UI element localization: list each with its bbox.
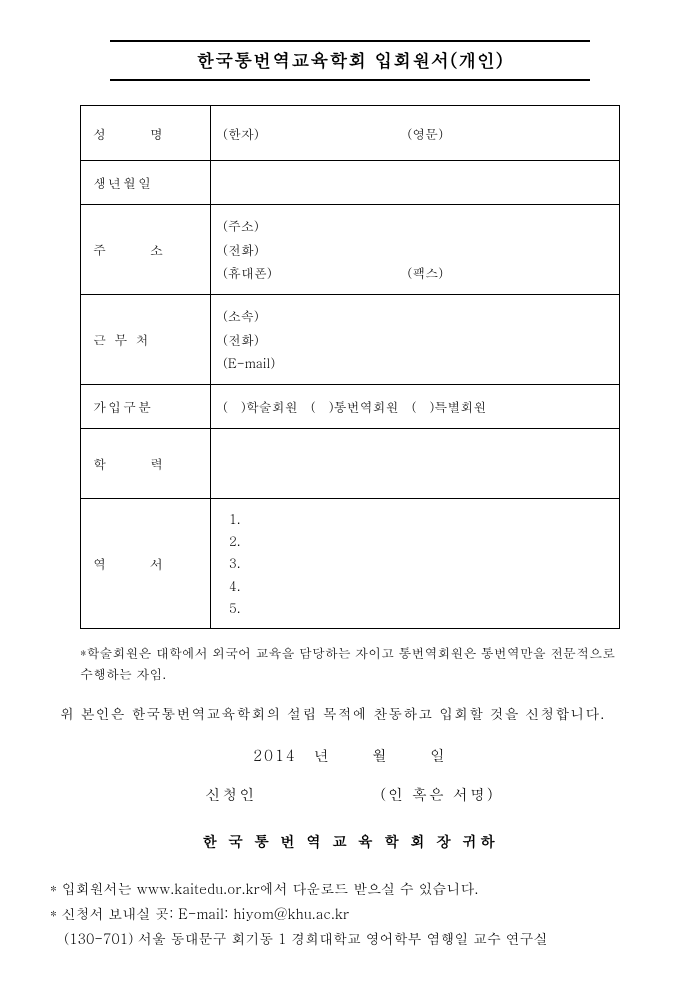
label-birth: 생년월일 [81, 161, 211, 205]
signer-label: 신청인 [205, 784, 256, 805]
address-tel: (전화) [223, 238, 607, 261]
field-work: (소속) (전화) (E-mail) [211, 295, 620, 385]
field-name: (한자) (영문) [211, 106, 620, 161]
note-text: 학술회원은 대학에서 외국어 교육을 담당하는 자이고 통번역회원은 통번역만을… [80, 643, 615, 683]
document-title: 한국통번역교육학회 입회원서(개인) [110, 48, 590, 73]
footer-block: * 입회원서는 www.kaitedu.or.kr에서 다운로드 받으실 수 있… [50, 876, 650, 952]
application-form-table: 성 명 (한자) (영문) 생년월일 주 소 (주소) (전화) (휴대폰) (… [80, 105, 620, 629]
name-english: (영문) [407, 124, 443, 143]
address-mobile: (휴대폰) [223, 261, 403, 284]
field-birth [211, 161, 620, 205]
work-org: (소속) [223, 304, 607, 327]
title-bar: 한국통번역교육학회 입회원서(개인) [110, 40, 590, 81]
career-item: 3. [229, 552, 607, 574]
career-item: 5. [229, 597, 607, 619]
field-education [211, 429, 620, 499]
work-email: (E-mail) [223, 351, 607, 374]
addressee: 한 국 통 번 역 교 육 학 회 장 귀하 [50, 831, 650, 852]
name-hanja: (한자) [223, 124, 403, 143]
career-item: 4. [229, 575, 607, 597]
label-work: 근 무 처 [81, 295, 211, 385]
career-item: 2. [229, 530, 607, 552]
footer-line-3: (130-701) 서울 동대문구 회기동 1 경희대학교 영어학부 염행일 교… [50, 926, 650, 951]
label-name: 성 명 [81, 106, 211, 161]
footer-line-2: * 신청서 보내실 곳: E-mail: hiyom@khu.ac.kr [50, 901, 650, 926]
field-address: (주소) (전화) (휴대폰) (팩스) [211, 205, 620, 295]
date-line: 2014 년 월 일 [50, 745, 650, 766]
date-month: 월 [372, 745, 389, 766]
career-list: 1. 2. 3. 4. 5. [223, 508, 607, 618]
label-address: 주 소 [81, 205, 211, 295]
label-membership: 가입구분 [81, 385, 211, 429]
footer-line-1: * 입회원서는 www.kaitedu.or.kr에서 다운로드 받으실 수 있… [50, 876, 650, 901]
membership-note: *학술회원은 대학에서 외국어 교육을 담당하는 자이고 통번역회원은 통번역만… [80, 643, 620, 685]
label-education: 학 력 [81, 429, 211, 499]
signature-line: 신청인 (인 혹은 서명) [50, 784, 650, 805]
field-membership: ( )학술회원 ( )통번역회원 ( )특별회원 [211, 385, 620, 429]
declaration-text: 위 본인은 한국통번역교육학회의 설립 목적에 찬동하고 입회할 것을 신청합니… [60, 703, 640, 723]
address-addr: (주소) [223, 214, 607, 237]
label-career: 역 서 [81, 499, 211, 629]
sign-hint: (인 혹은 서명) [380, 784, 494, 805]
career-item: 1. [229, 508, 607, 530]
date-year: 2014 년 [253, 745, 331, 766]
address-fax: (팩스) [407, 263, 443, 282]
date-day: 일 [430, 745, 447, 766]
field-career: 1. 2. 3. 4. 5. [211, 499, 620, 629]
work-tel: (전화) [223, 328, 607, 351]
